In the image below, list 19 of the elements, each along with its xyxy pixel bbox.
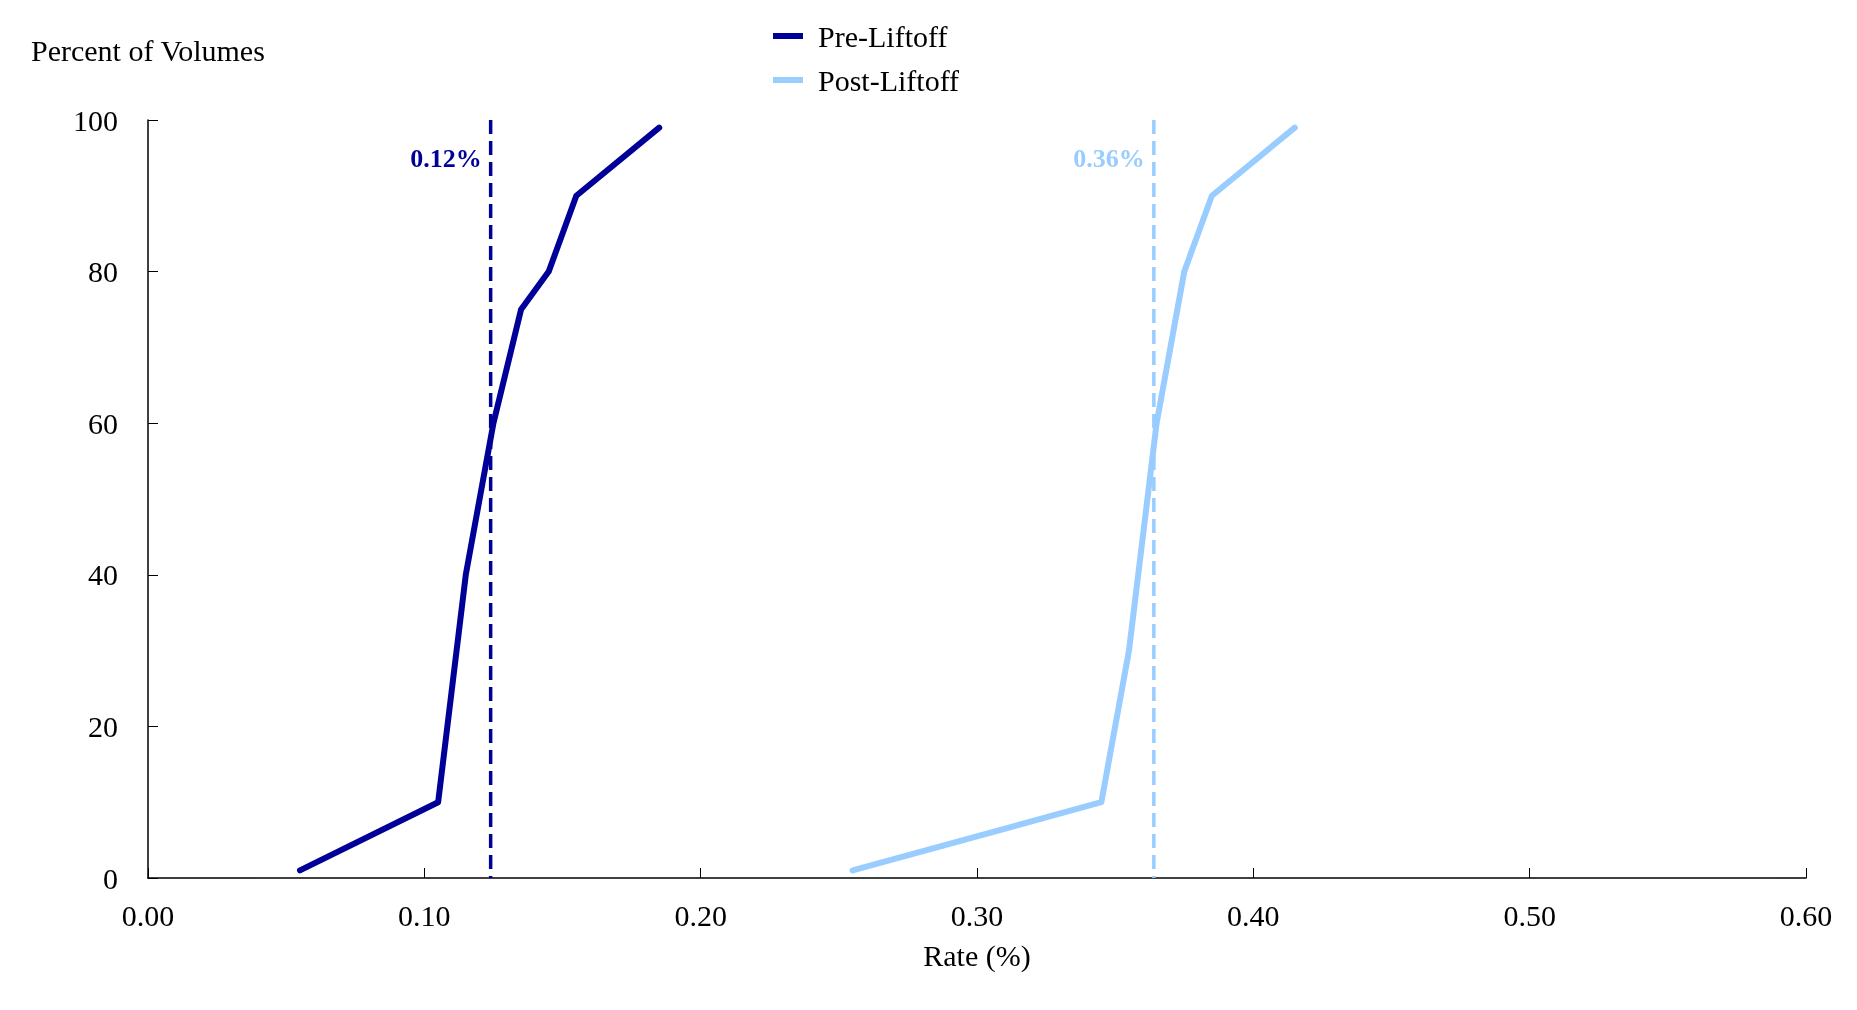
- x-tick-label: 0.40: [1227, 898, 1280, 932]
- x-tick-label: 0.60: [1779, 898, 1833, 932]
- ref-line-label: 0.36%: [1073, 143, 1145, 173]
- y-tick-label: 100: [73, 103, 118, 137]
- x-tick-label: 0.30: [950, 898, 1004, 932]
- x-tick-label: 0.50: [1503, 898, 1556, 932]
- y-tick-label: 60: [88, 406, 118, 440]
- y-axis-title: Percent of Volumes: [31, 33, 265, 67]
- y-tick-label: 20: [88, 709, 118, 743]
- legend-label: Pre-Liftoff: [818, 19, 948, 53]
- x-tick-label: 0.20: [674, 898, 727, 932]
- ref-line-label: 0.12%: [410, 143, 482, 173]
- y-tick-label: 40: [88, 558, 118, 592]
- x-tick-label: 0.00: [121, 898, 175, 932]
- legend-label: Post-Liftoff: [818, 63, 960, 97]
- y-tick-label: 80: [88, 255, 118, 289]
- x-axis-title: Rate (%): [923, 938, 1031, 973]
- y-tick-label: 0: [103, 861, 118, 895]
- x-tick-label: 0.10: [398, 898, 451, 932]
